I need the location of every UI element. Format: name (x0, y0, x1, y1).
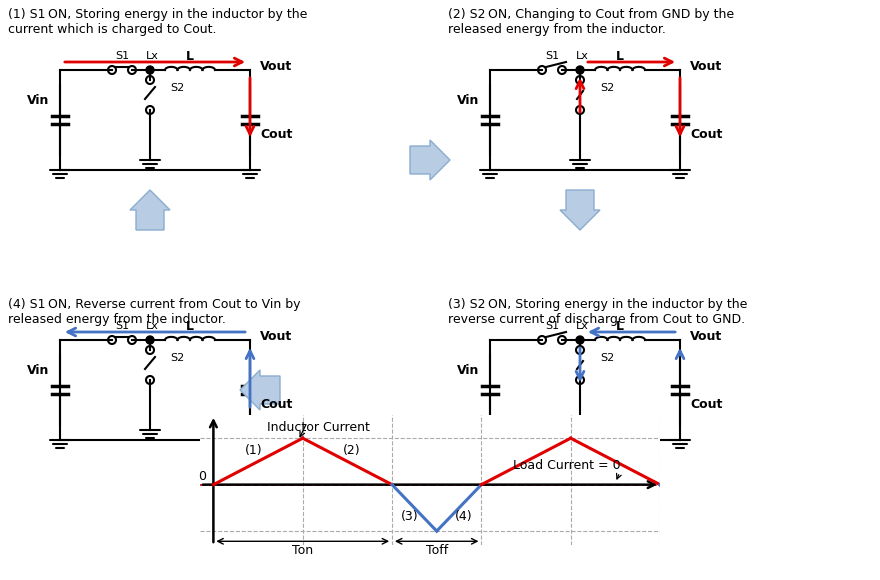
Text: S2: S2 (600, 83, 614, 93)
Text: (3) S2 ON, Storing energy in the inductor by the
reverse current of discharge fr: (3) S2 ON, Storing energy in the inducto… (448, 298, 747, 326)
Circle shape (576, 66, 584, 74)
Polygon shape (560, 190, 600, 230)
Text: Vin: Vin (26, 93, 49, 107)
Text: (1): (1) (245, 444, 262, 457)
Text: Vout: Vout (690, 331, 722, 343)
Text: S2: S2 (170, 353, 184, 363)
Circle shape (146, 336, 154, 344)
Text: Toff: Toff (426, 544, 448, 557)
Text: Vin: Vin (26, 364, 49, 376)
Text: Vin: Vin (457, 93, 480, 107)
Polygon shape (130, 190, 170, 230)
Text: Lx: Lx (145, 321, 158, 331)
Text: Vout: Vout (690, 60, 722, 74)
Text: Load Current = 0: Load Current = 0 (513, 459, 620, 472)
Text: L: L (186, 320, 194, 332)
Text: (1) S1 ON, Storing energy in the inductor by the
current which is charged to Cou: (1) S1 ON, Storing energy in the inducto… (8, 8, 307, 36)
Text: S1: S1 (115, 51, 129, 61)
Polygon shape (410, 140, 450, 180)
Text: Cout: Cout (260, 398, 292, 411)
Polygon shape (240, 370, 280, 410)
Text: S1: S1 (545, 51, 559, 61)
Text: Vout: Vout (260, 60, 292, 74)
Text: S1: S1 (115, 321, 129, 331)
Text: Ton: Ton (292, 544, 313, 557)
Text: Cout: Cout (690, 129, 722, 142)
Text: L: L (186, 49, 194, 63)
Text: Lx: Lx (576, 321, 589, 331)
Circle shape (146, 66, 154, 74)
Text: 0: 0 (198, 470, 206, 483)
Text: (2) S2 ON, Changing to Cout from GND by the
released energy from the inductor.: (2) S2 ON, Changing to Cout from GND by … (448, 8, 734, 36)
Text: L: L (616, 320, 624, 332)
Text: (4): (4) (455, 510, 473, 523)
Text: Vout: Vout (260, 331, 292, 343)
Text: Lx: Lx (576, 51, 589, 61)
Text: S2: S2 (600, 353, 614, 363)
Text: (2): (2) (343, 444, 361, 457)
Text: (3): (3) (401, 510, 419, 523)
Text: Lx: Lx (145, 51, 158, 61)
Text: Cout: Cout (690, 398, 722, 411)
Text: Inductor Current: Inductor Current (267, 420, 370, 434)
Text: Cout: Cout (260, 129, 292, 142)
Circle shape (576, 336, 584, 344)
Text: L: L (616, 49, 624, 63)
Text: (4) S1 ON, Reverse current from Cout to Vin by
released energy from the inductor: (4) S1 ON, Reverse current from Cout to … (8, 298, 300, 326)
Text: Vin: Vin (457, 364, 480, 376)
Text: S2: S2 (170, 83, 184, 93)
Text: S1: S1 (545, 321, 559, 331)
